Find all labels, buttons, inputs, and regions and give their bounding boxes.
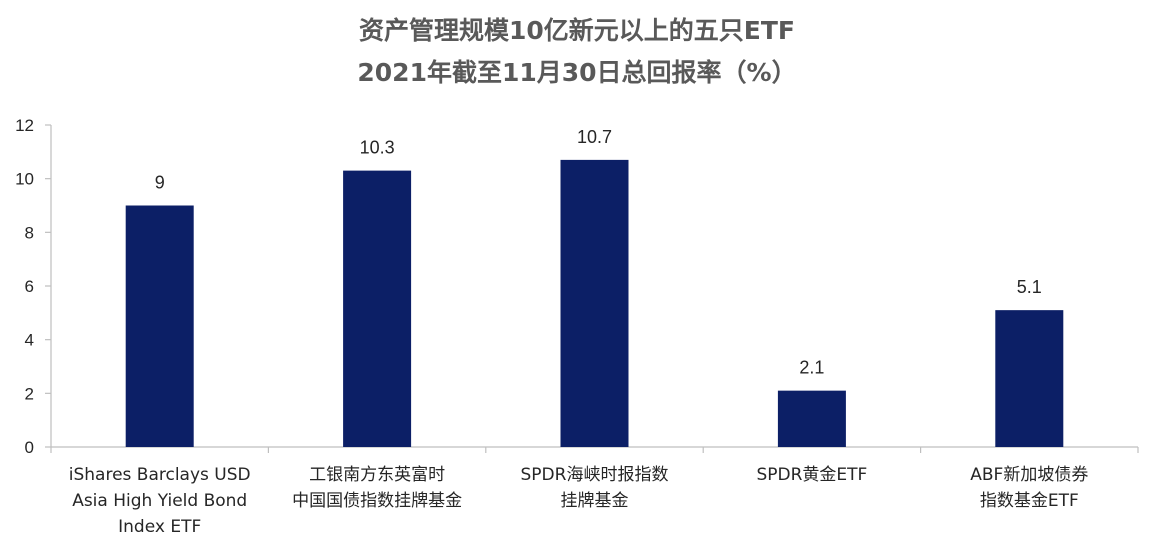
bar — [995, 310, 1064, 447]
bar — [560, 159, 629, 447]
category-label-line: Index ETF — [118, 517, 201, 537]
bar — [343, 170, 412, 447]
category-label-line: 挂牌基金 — [561, 491, 629, 511]
data-label: 5.1 — [1017, 277, 1042, 297]
category-label-line: iShares Barclays USD — [69, 465, 251, 485]
category-label: iShares Barclays USD Asia High Yield Bond… — [69, 465, 251, 537]
y-tick-label: 8 — [25, 223, 34, 242]
bar — [777, 390, 846, 447]
y-tick-label: 0 — [25, 438, 34, 457]
category-label: SPDR黄金ETF — [756, 465, 867, 485]
chart-axes: 0 2 4 6 8 10 12 — [15, 116, 1139, 457]
chart-category-labels: iShares Barclays USD Asia High Yield Bond… — [69, 465, 1089, 537]
category-label-line: 中国国债指数挂牌基金 — [292, 491, 462, 511]
category-label: SPDR海峡时报指数挂牌基金 — [521, 465, 669, 511]
bar — [125, 205, 194, 447]
category-label-line: SPDR黄金ETF — [756, 465, 867, 485]
y-tick-label: 10 — [15, 170, 34, 189]
data-label: 10.7 — [577, 127, 612, 147]
category-label: ABF新加坡债券指数基金ETF — [970, 465, 1088, 511]
category-label-line: SPDR海峡时报指数 — [521, 465, 669, 485]
data-label: 9 — [155, 173, 165, 193]
chart-data-labels: 9 10.3 10.7 2.1 5.1 — [155, 127, 1042, 378]
chart-title: 资产管理规模10亿新元以上的五只ETF 2021年截至11月30日总回报率（%） — [0, 10, 1154, 94]
category-label-line: ABF新加坡债券 — [970, 465, 1088, 485]
category-label: 工银南方东英富时中国国债指数挂牌基金 — [292, 465, 462, 511]
category-label-line: 指数基金ETF — [980, 491, 1079, 511]
y-tick-label: 2 — [25, 384, 34, 403]
y-tick-label: 4 — [25, 331, 34, 350]
chart-bars — [125, 159, 1064, 447]
data-label: 2.1 — [799, 358, 824, 378]
category-label-line: Asia High Yield Bond — [72, 491, 247, 511]
chart-title-line-2: 2021年截至11月30日总回报率（%） — [357, 58, 797, 87]
data-label: 10.3 — [360, 138, 395, 158]
chart-title-line-1: 资产管理规模10亿新元以上的五只ETF — [359, 16, 795, 45]
category-label-line: 工银南方东英富时 — [309, 465, 445, 485]
y-tick-label: 6 — [25, 277, 34, 296]
y-tick-label: 12 — [15, 116, 34, 135]
